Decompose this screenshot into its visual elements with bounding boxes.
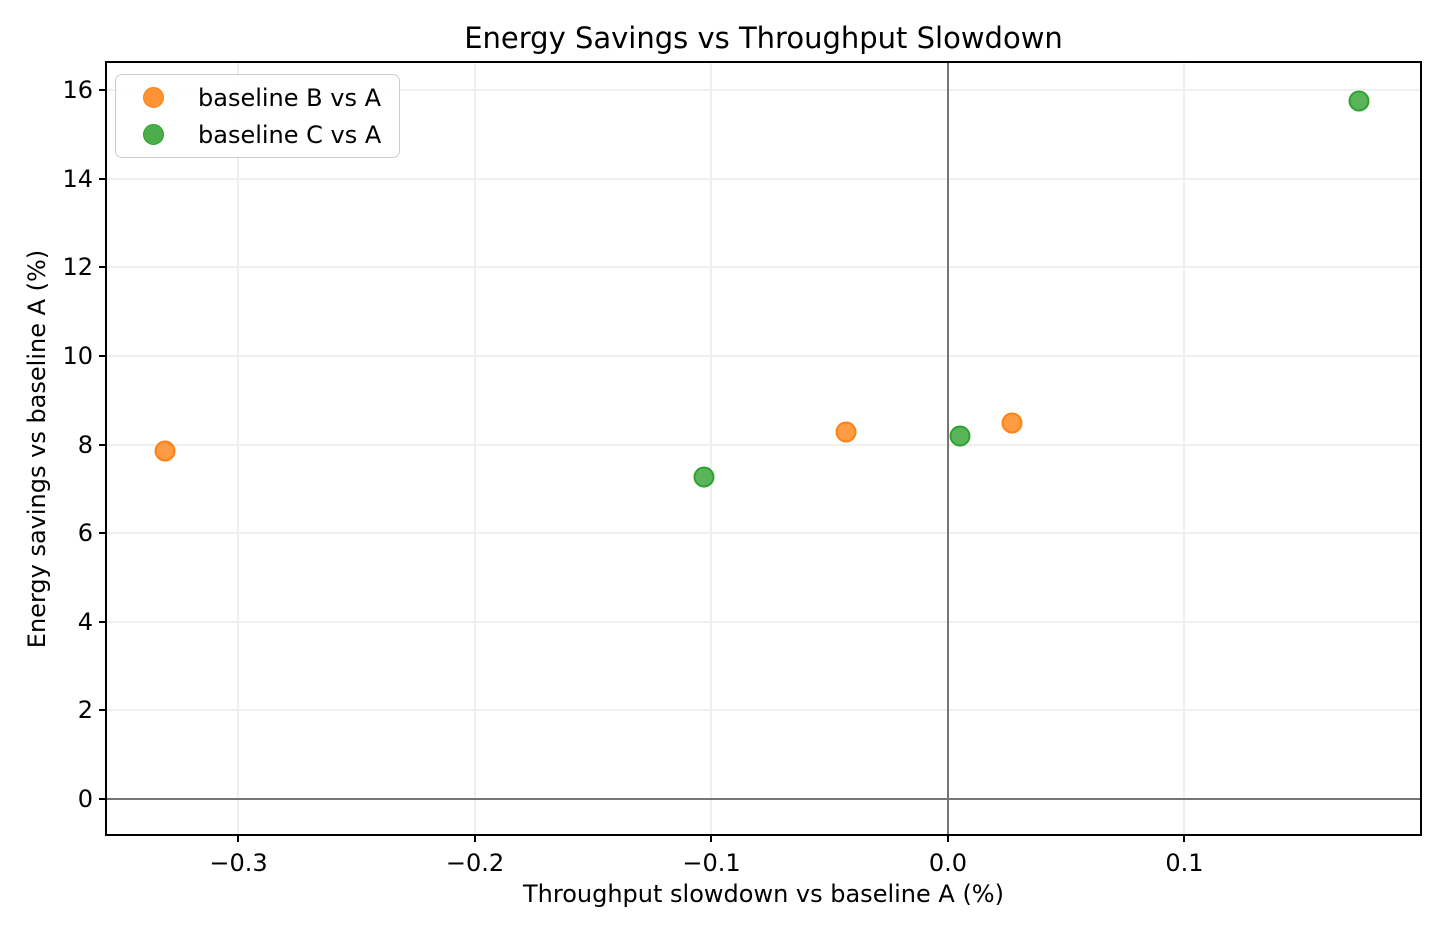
y-gridline (107, 354, 1420, 357)
x-gridline (710, 63, 713, 834)
y-tick-label: 6 (77, 519, 93, 548)
y-tick-mark (99, 709, 107, 712)
x-gridline (237, 63, 240, 834)
legend-item-label: baseline B vs A (198, 83, 381, 112)
legend-marker-icon (143, 87, 164, 108)
y-tick-mark (99, 443, 107, 446)
y-tick-mark (99, 797, 107, 800)
y-gridline (107, 620, 1420, 623)
y-tick-label: 2 (77, 696, 93, 725)
data-point-baseline-c-vs-a (1348, 90, 1370, 112)
x-tick-label: 0.0 (928, 849, 968, 877)
data-point-baseline-c-vs-a (693, 466, 715, 488)
data-point-baseline-b-vs-a (835, 421, 857, 443)
x-tick-mark (710, 834, 713, 842)
x-tick-mark (946, 834, 949, 842)
legend-item-label: baseline C vs A (198, 120, 382, 149)
data-point-baseline-c-vs-a (949, 425, 971, 447)
y-tick-mark (99, 354, 107, 357)
x-tick-mark (1183, 834, 1186, 842)
data-point-baseline-b-vs-a (1001, 412, 1023, 434)
y-tick-label: 12 (62, 253, 93, 282)
x-tick-label: −0.3 (209, 849, 268, 877)
plot-area (105, 61, 1422, 836)
y-tick-label: 16 (62, 76, 93, 105)
legend-item: baseline C vs A (116, 116, 381, 153)
y-tick-mark (99, 177, 107, 180)
x-gridline (1183, 63, 1186, 834)
y-tick-mark (99, 532, 107, 535)
y-gridline (107, 177, 1420, 180)
x-tick-label: −0.1 (682, 849, 741, 877)
y-tick-mark (99, 89, 107, 92)
y-gridline (107, 443, 1420, 446)
legend: baseline B vs A baseline C vs A (115, 74, 401, 158)
x-tick-mark (237, 834, 240, 842)
y-gridline (107, 89, 1420, 92)
y-tick-label: 10 (62, 341, 93, 370)
y-tick-mark (99, 620, 107, 623)
zero-line-horizontal (107, 797, 1420, 800)
x-gridline (473, 63, 476, 834)
y-gridline (107, 532, 1420, 535)
y-tick-label: 8 (77, 430, 93, 459)
zero-line-vertical (946, 63, 949, 834)
data-point-baseline-b-vs-a (154, 440, 176, 462)
chart-title: Energy Savings vs Throughput Slowdown (464, 21, 1063, 55)
legend-marker-icon (143, 124, 164, 145)
y-tick-label: 0 (77, 784, 93, 813)
y-gridline (107, 266, 1420, 269)
x-tick-mark (473, 834, 476, 842)
y-tick-label: 14 (62, 164, 93, 193)
x-axis-label: Throughput slowdown vs baseline A (%) (523, 880, 1004, 908)
x-tick-label: −0.2 (445, 849, 505, 877)
x-tick-label: 0.1 (1165, 849, 1204, 877)
y-tick-mark (99, 266, 107, 269)
y-tick-label: 4 (77, 607, 93, 636)
y-gridline (107, 709, 1420, 712)
legend-item: baseline B vs A (116, 79, 381, 116)
